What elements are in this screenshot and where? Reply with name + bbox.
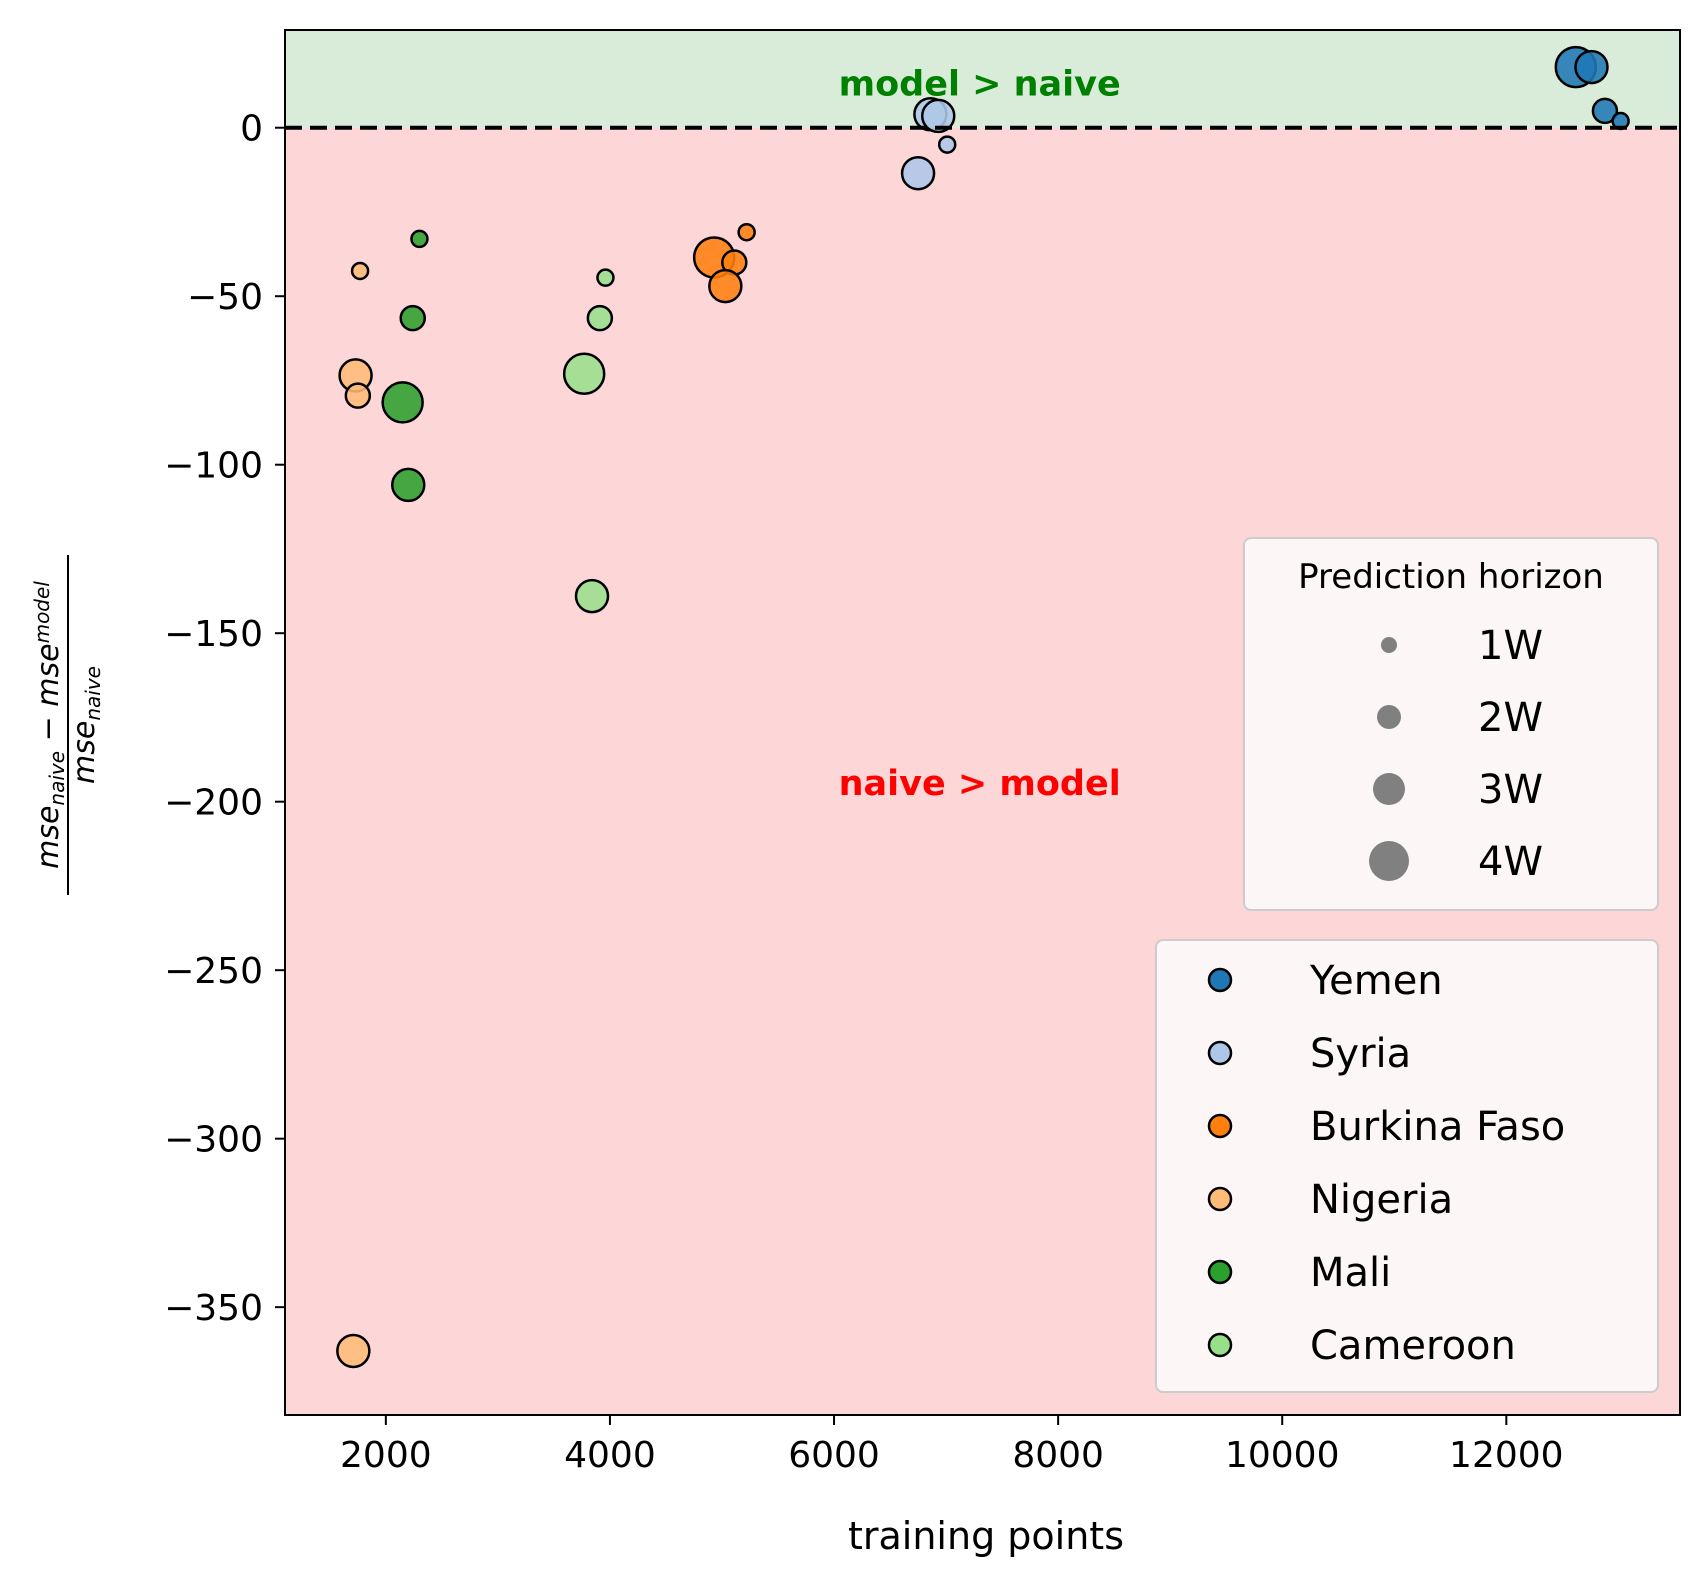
y-label-den-sub: naive: [81, 666, 105, 721]
color-legend-label-syria: Syria: [1310, 1031, 1411, 1077]
size-legend-label-1w: 1W: [1478, 623, 1543, 669]
x-tick-label: 8000: [1012, 1435, 1104, 1476]
point-cameroon-2: [562, 352, 606, 395]
size-legend-marker-3w: [1373, 773, 1405, 805]
point-yemen-2: [1591, 97, 1619, 125]
y-label-num-sub-2: model: [30, 581, 54, 644]
color-legend-entries: Yemen Syria Burkina Faso Nigeria Mali Cameroo…: [1207, 958, 1565, 1369]
color-legend-box: [1155, 939, 1659, 1393]
point-burkina-faso-2: [708, 268, 743, 304]
x-axis-label: training points: [848, 1514, 1124, 1558]
point-nigeria-3: [336, 1333, 371, 1369]
point-mali-1: [399, 304, 426, 332]
x-axis-ticks: 2000 4000 6000 8000 10000 12000: [340, 1415, 1564, 1476]
point-nigeria-2: [344, 382, 372, 409]
y-tick-label: −50: [187, 277, 263, 318]
size-legend-title: Prediction horizon: [1298, 557, 1604, 597]
y-axis-label-denominator: msenaive: [67, 666, 105, 784]
x-tick-label: 2000: [340, 1435, 432, 1476]
size-legend-marker-2w: [1377, 705, 1401, 729]
x-tick-label: 12000: [1449, 1435, 1564, 1476]
color-legend-marker-yemen: [1207, 967, 1233, 993]
size-legend-entries: 1W 2W 3W 4W: [1369, 623, 1543, 885]
y-label-num-minus: −: [31, 707, 66, 751]
point-mali-3: [391, 467, 426, 503]
data-points: [336, 45, 1630, 1369]
color-legend: Yemen Syria Burkina Faso Nigeria Mali Cameroo…: [1155, 939, 1659, 1393]
y-label-num-mse-2: mse: [31, 643, 66, 706]
y-axis-label-numerator: msenaive − msemodel: [30, 581, 69, 869]
y-tick-label: −300: [164, 1120, 263, 1161]
region-label-1: naive > model: [839, 764, 1121, 804]
y-tick-label: −200: [164, 783, 263, 824]
size-legend-label-4w: 4W: [1478, 839, 1543, 885]
point-nigeria-0: [350, 261, 370, 281]
size-legend-label-3w: 3W: [1478, 767, 1543, 813]
point-syria-2: [900, 155, 936, 191]
color-legend-label-yemen: Yemen: [1309, 958, 1443, 1004]
color-legend-marker-nigeria: [1207, 1186, 1233, 1212]
color-legend-label-nigeria: Nigeria: [1310, 1177, 1453, 1223]
point-burkina-faso-3: [737, 222, 756, 242]
color-legend-label-mali: Mali: [1310, 1250, 1391, 1296]
color-legend-marker-burkina-faso: [1207, 1113, 1233, 1139]
y-label-num-mse-1: mse: [31, 806, 66, 869]
x-tick-label: 4000: [564, 1435, 656, 1476]
size-legend: Prediction horizon 1W 2W 3W 4W: [1243, 537, 1659, 911]
y-axis-label: msenaive − msemodel msenaive: [30, 555, 105, 895]
x-tick-label: 10000: [1225, 1435, 1340, 1476]
color-legend-label-cameroon: Cameroon: [1310, 1323, 1516, 1369]
x-tick-label: 6000: [788, 1435, 880, 1476]
point-mali-0: [410, 229, 429, 249]
y-axis-ticks: 0 −50 −100 −150 −200 −250 −300 −350: [164, 109, 285, 1329]
point-cameroon-1: [586, 304, 614, 332]
region-label-0: model > naive: [839, 65, 1121, 105]
color-legend-marker-cameroon: [1207, 1332, 1233, 1358]
point-syria-3: [937, 135, 957, 154]
size-legend-label-2w: 2W: [1478, 695, 1543, 741]
point-syria-1: [920, 98, 956, 134]
point-yemen-1: [1574, 49, 1609, 85]
y-tick-label: −150: [164, 614, 263, 655]
plot-frame: [284, 29, 1681, 1416]
y-tick-label: −350: [164, 1288, 263, 1329]
point-mali-2: [381, 381, 424, 424]
color-legend-label-burkina-faso: Burkina Faso: [1310, 1104, 1565, 1150]
point-cameroon-0: [596, 268, 615, 287]
size-legend-marker-1w: [1381, 637, 1397, 653]
size-legend-box: [1243, 537, 1659, 911]
y-label-den-mse: mse: [67, 721, 102, 784]
size-legend-marker-4w: [1369, 841, 1409, 881]
region-labels: model > naive naive > model: [839, 65, 1121, 804]
y-tick-label: −100: [164, 446, 263, 487]
color-legend-marker-syria: [1207, 1040, 1233, 1066]
region-0: [285, 30, 1680, 128]
y-label-num-sub-1: naive: [45, 751, 69, 806]
y-tick-label: −250: [164, 951, 263, 992]
y-tick-label: 0: [240, 109, 263, 150]
point-cameroon-3: [574, 578, 610, 614]
color-legend-marker-mali: [1207, 1259, 1233, 1285]
